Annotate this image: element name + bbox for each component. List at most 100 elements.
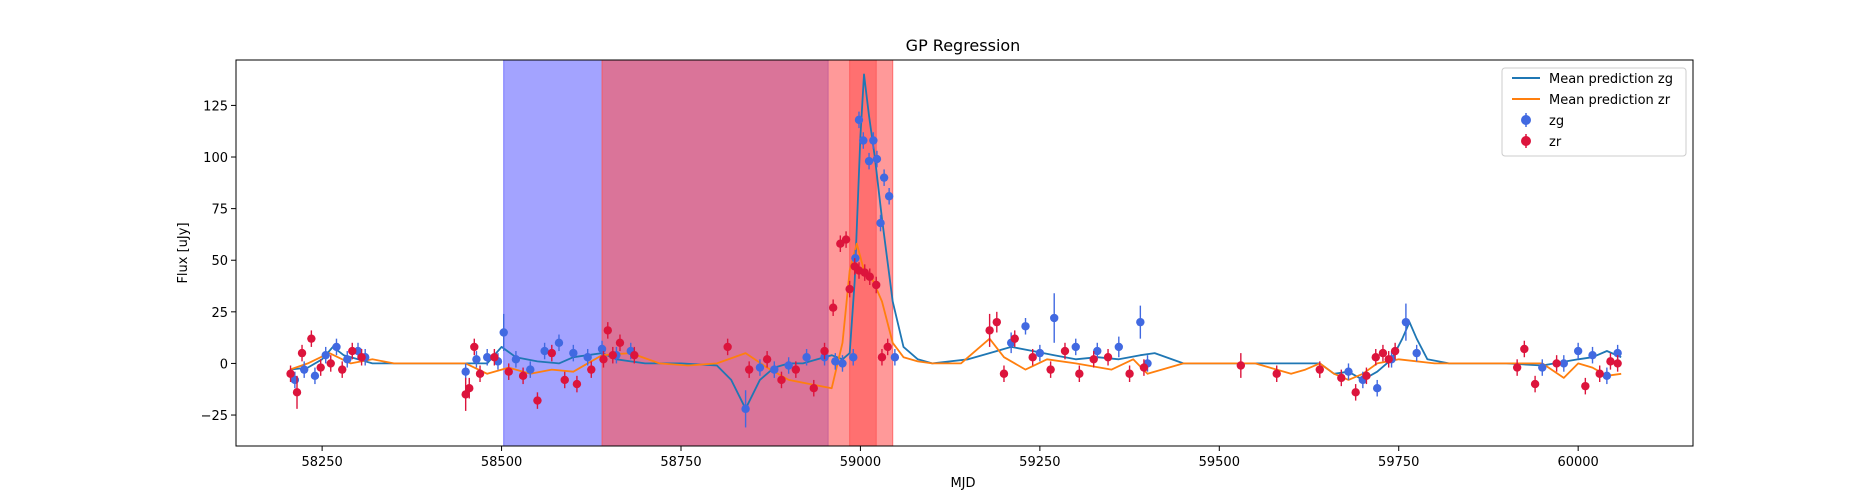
marker-zg [1050,313,1059,323]
marker-zg [1559,359,1569,368]
data-point-zr [1028,348,1037,366]
shaded-region-zr-2 [849,60,877,446]
plot-frame [235,59,1694,447]
data-point-zr [326,355,335,372]
data-point-zr [1378,344,1388,362]
marker-zr [615,338,625,347]
data-point-zg [554,334,564,352]
data-point-zg [859,132,868,149]
marker-zg [864,156,874,166]
data-point-zg [876,214,885,232]
data-point-zr [1075,365,1084,383]
data-point-zg [849,348,858,366]
marker-zr [465,384,474,393]
marker-zr [1552,359,1561,368]
marker-zg [332,342,341,352]
marker-zr [326,359,335,368]
marker-zg [1344,367,1353,376]
marker-zr [841,235,851,244]
data-point-zr [865,268,874,285]
data-point-zr [1125,365,1134,383]
marker-zg [1538,363,1547,372]
data-point-zr [762,351,772,368]
data-point-zr [1236,353,1246,378]
marker-zr [630,350,639,360]
marker-zr [1390,346,1400,356]
marker-zg [849,353,858,362]
data-point-zr [777,371,786,389]
data-point-zr [1512,359,1522,376]
data-point-zg [526,361,535,378]
data-point-zr [490,348,499,366]
data-point-zg [483,348,492,366]
data-point-zg [1559,355,1569,372]
data-point-zg [770,361,779,378]
data-point-zr [297,344,307,362]
marker-zg [890,353,900,362]
data-point-zg [1021,318,1030,335]
data-point-zr [791,361,801,378]
marker-zg [851,253,860,263]
data-point-zg [869,132,878,149]
data-point-zr [286,365,295,383]
marker-zg [472,355,481,364]
marker-zg [1401,317,1411,327]
data-point-zg [838,355,847,372]
marker-zr [1581,381,1590,391]
data-point-zr [630,346,639,364]
data-point-zr [1552,355,1561,372]
data-point-zr [1060,342,1070,360]
legend-label-zr-line: Mean prediction zr [1549,93,1671,108]
data-point-zr [1315,361,1324,378]
series-line-zr [289,242,1622,390]
marker-zr [828,303,838,312]
marker-zr [547,348,557,358]
marker-zr [1089,355,1098,364]
data-point-zr [1390,342,1400,360]
marker-zg [1602,371,1612,381]
data-point-zr [985,313,994,347]
data-point-zr [533,392,542,409]
data-point-zr [999,365,1009,383]
data-point-zr [518,367,528,385]
marker-zr [560,375,569,385]
data-point-zg [1035,344,1045,362]
chart-title: GP Regression [906,36,1021,55]
marker-zr [762,355,772,364]
data-point-zr [603,322,612,339]
data-point-zr [1613,355,1622,372]
plot-area: 58250 58500 58750 59000 59250 59500 59750 60000… [201,59,1694,470]
marker-zg [854,115,864,125]
data-point-zg [1401,303,1411,341]
data-point-zg [1372,379,1382,397]
shaded-region-zr-1 [601,60,894,446]
marker-zg [353,346,363,356]
x-tick-label: 58500 [481,455,522,470]
data-point-zr [1371,348,1380,366]
legend-label-zr-points: zr [1549,135,1562,150]
y-tick-label: 0 [220,357,228,372]
data-point-zg [1538,359,1547,376]
data-point-zg [332,338,341,356]
marker-zr [286,369,295,378]
marker-zr [1028,353,1037,362]
x-tick-label: 59250 [1019,455,1060,470]
data-point-zr [461,377,470,411]
data-point-zr [560,371,569,389]
y-tick-label: 25 [211,306,228,321]
marker-zg [1573,346,1583,356]
marker-zr [490,353,499,362]
marker-zr [533,396,542,405]
marker-zr [1520,344,1529,354]
data-point-zr [1606,353,1615,370]
marker-zr [1362,371,1371,381]
marker-zg [1613,348,1622,358]
marker-zg [876,218,885,228]
marker-zg [802,353,811,362]
marker-zg [784,361,793,370]
data-point-zg [1588,346,1597,364]
marker-zr [1606,357,1615,366]
marker-zr [1125,369,1134,378]
marker-zg [483,353,492,362]
data-point-zg [884,187,894,205]
